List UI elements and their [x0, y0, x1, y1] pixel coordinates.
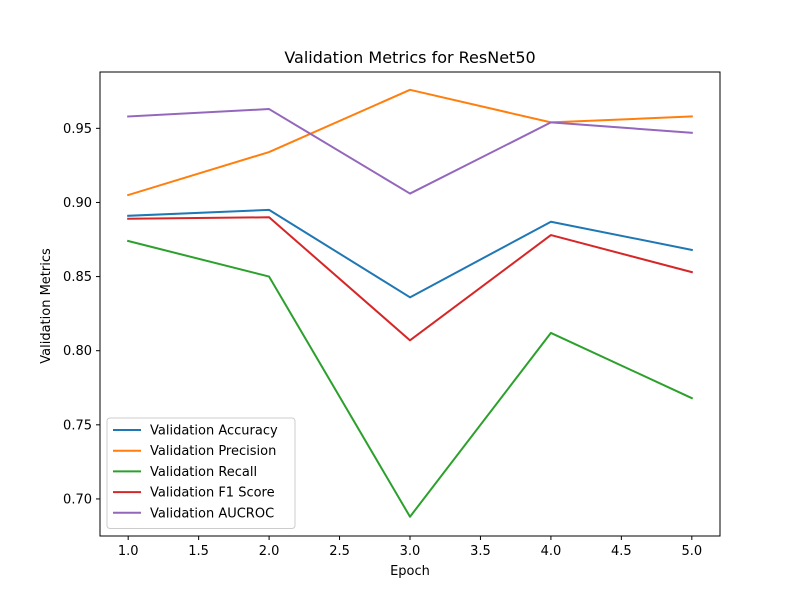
- y-tick-label: 0.80: [63, 344, 92, 359]
- legend-label: Validation Precision: [150, 444, 276, 459]
- y-tick-label: 0.95: [63, 122, 92, 137]
- x-axis-label: Epoch: [390, 564, 430, 579]
- plot-area: 1.0 1.5 2.0 2.5 3.0 3.5 4.0 4.5 5.0 0.70 0.75 0.80 0…: [63, 71, 721, 559]
- y-tick-label: 0.70: [63, 492, 92, 507]
- legend-label: Validation AUCROC: [150, 506, 274, 521]
- x-tick-label: 1.5: [188, 544, 209, 559]
- x-tick-label: 2.5: [329, 544, 350, 559]
- x-tick-label: 3.5: [470, 544, 491, 559]
- x-tick-label: 4.5: [611, 544, 632, 559]
- y-tick-label: 0.75: [63, 418, 92, 433]
- y-tick-label: 0.85: [63, 270, 92, 285]
- legend-box: [106, 417, 296, 529]
- y-tick-label: 0.90: [63, 196, 92, 211]
- x-tick-label: 2.0: [259, 544, 280, 559]
- x-tick-label: 5.0: [681, 544, 702, 559]
- x-tick-label: 3.0: [400, 544, 421, 559]
- y-axis-label: Validation Metrics: [39, 248, 54, 364]
- x-tick-label: 1.0: [118, 544, 139, 559]
- chart-title: Validation Metrics for ResNet50: [284, 48, 535, 67]
- legend-label: Validation F1 Score: [150, 486, 275, 501]
- x-tick-label: 4.0: [541, 544, 562, 559]
- legend-label: Validation Recall: [150, 465, 257, 480]
- legend-label: Validation Accuracy: [150, 424, 278, 439]
